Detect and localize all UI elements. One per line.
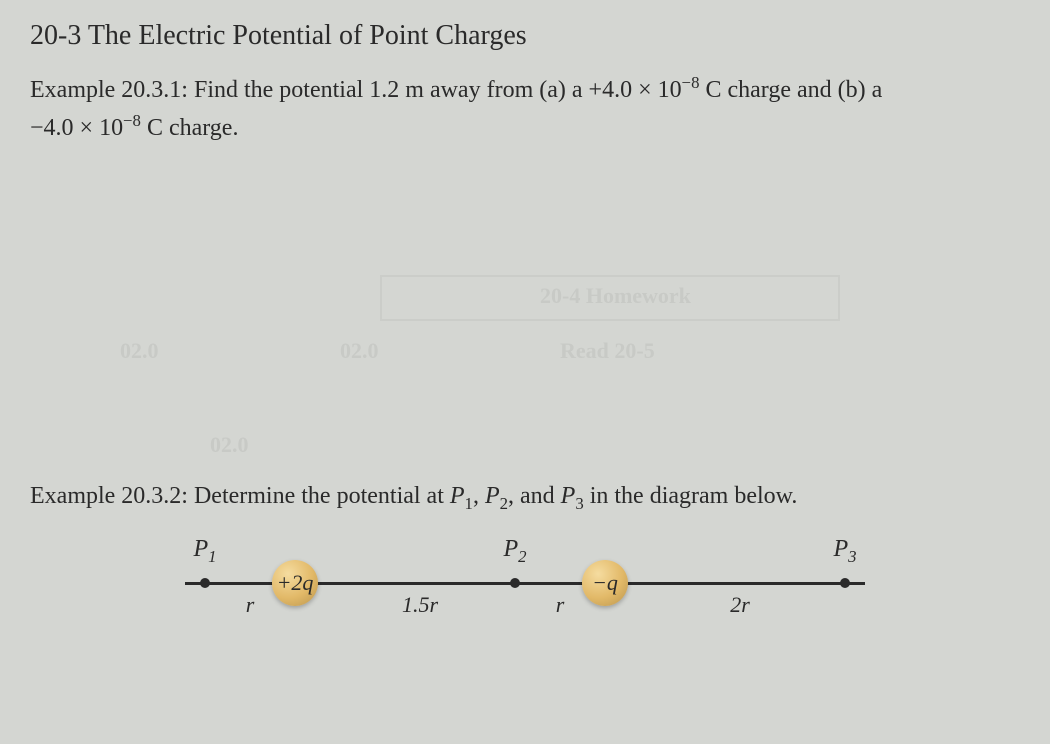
example-2-p2sub: 2 [500, 494, 508, 513]
label-p1: P1 [193, 536, 216, 567]
charge-minusq-label: −q [592, 570, 618, 596]
example-1-prefix: Find the potential 1.2 m away from (a) a [188, 77, 589, 103]
example-1-chargeB-coef: −4.0 × 10 [30, 115, 123, 141]
example-2: Example 20.3.2: Determine the potential … [30, 478, 1020, 516]
charge-plus2q-label: +2q [277, 570, 314, 596]
point-p3 [840, 578, 850, 588]
example-1-chargeA-exp: −8 [682, 73, 700, 92]
example-2-p3sub: 3 [575, 494, 583, 513]
segment-r2: r [556, 592, 565, 618]
example-1: Example 20.3.1: Find the potential 1.2 m… [30, 70, 1020, 146]
example-1-chargeB-exp: −8 [123, 111, 141, 130]
segment-1-5r: 1.5r [402, 592, 438, 618]
example-2-suffix: in the diagram below. [584, 483, 798, 509]
charge-minusq: −q [582, 560, 628, 606]
charge-plus2q: +2q [272, 560, 318, 606]
point-p2 [510, 578, 520, 588]
label-p2-prefix: P [503, 536, 518, 562]
label-p1-prefix: P [193, 536, 208, 562]
label-p1-sub: 1 [208, 547, 216, 566]
segment-r1: r [246, 592, 255, 618]
label-p2-sub: 2 [518, 547, 526, 566]
example-1-chargeA-coef: +4.0 × 10 [589, 77, 682, 103]
label-p3-prefix: P [833, 536, 848, 562]
example-2-p2: P [485, 483, 500, 509]
label-p3: P3 [833, 536, 856, 567]
label-p2: P2 [503, 536, 526, 567]
section-title: 20-3 The Electric Potential of Point Cha… [30, 20, 1020, 52]
spacer [30, 158, 1020, 478]
example-2-p1: P [450, 483, 465, 509]
example-1-mid: C charge and (b) a [699, 77, 882, 103]
example-1-label: Example 20.3.1: [30, 77, 188, 103]
example-1-suffix: C charge. [141, 115, 239, 141]
point-p1 [200, 578, 210, 588]
label-p3-sub: 3 [848, 547, 856, 566]
example-2-prefix: Determine the potential at [188, 483, 450, 509]
example-2-p1sub: 1 [465, 494, 473, 513]
diagram: P1 P2 P3 +2q −q r 1.5r r 2r [185, 534, 865, 624]
example-2-p3: P [561, 483, 576, 509]
example-2-label: Example 20.3.2: [30, 483, 188, 509]
segment-2r: 2r [730, 592, 750, 618]
